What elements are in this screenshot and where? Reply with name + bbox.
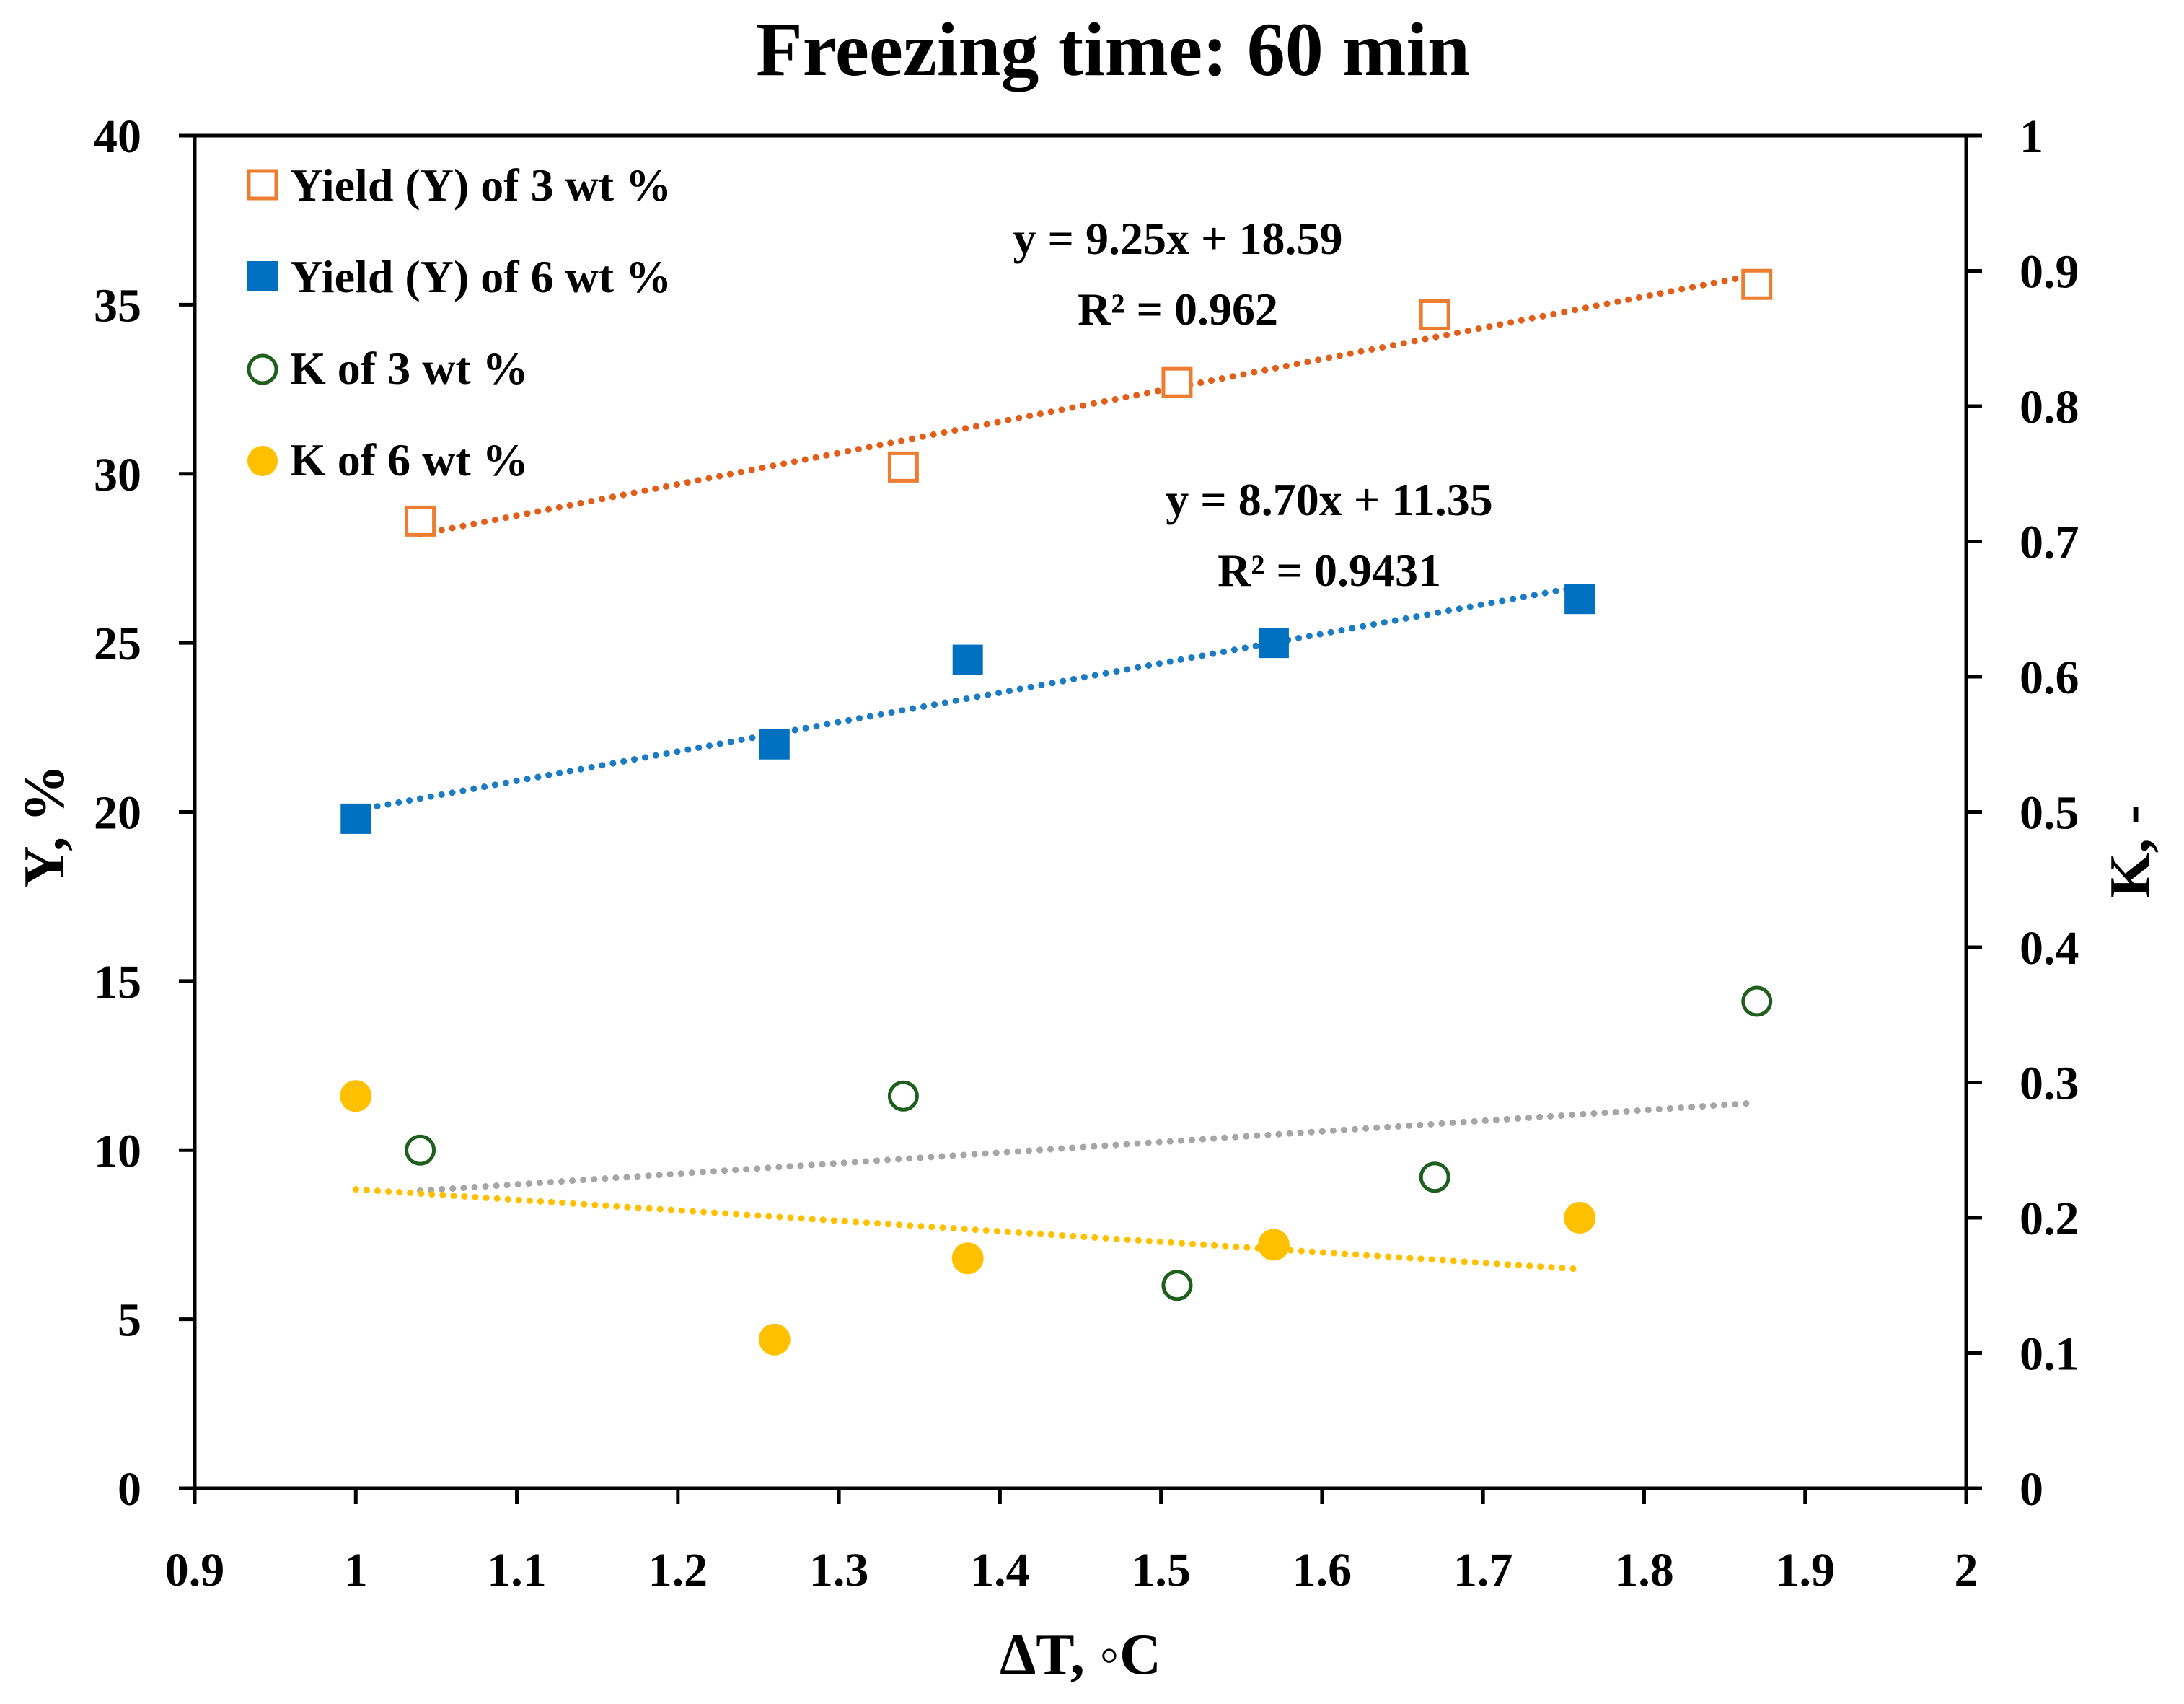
legend-marker-square-filled bbox=[247, 261, 278, 291]
x-tick-label: 1.1 bbox=[487, 1544, 547, 1597]
y-left-tick-label: 20 bbox=[94, 787, 141, 840]
y-left-tick-label: 15 bbox=[94, 956, 141, 1009]
x-tick-label: 2 bbox=[1955, 1544, 1978, 1597]
data-point-k-3wt bbox=[1161, 1270, 1193, 1301]
data-point-k-6wt bbox=[758, 1323, 791, 1356]
equation-3wt: y = 9.25x + 18.59 R² = 0.962 bbox=[1013, 213, 1343, 335]
y-right-tick-label: 0.6 bbox=[2020, 651, 2079, 704]
equation-3wt-r2: R² = 0.962 bbox=[1078, 284, 1278, 335]
legend-label: K of 3 wt % bbox=[290, 343, 529, 394]
legend-label: Yield (Y) of 3 wt % bbox=[290, 159, 672, 211]
x-tick-label: 1.4 bbox=[970, 1544, 1030, 1597]
legend-item: Yield (Y) of 3 wt % bbox=[247, 159, 672, 211]
data-point-k-3wt bbox=[887, 1080, 919, 1112]
x-tick-label: 1 bbox=[344, 1544, 368, 1597]
y-left-tick-label: 0 bbox=[118, 1463, 141, 1516]
y-right-tick-label: 0 bbox=[2020, 1463, 2043, 1516]
y-right-tick-label: 0.1 bbox=[2020, 1328, 2079, 1381]
trend-6wt-yield-line bbox=[352, 583, 1583, 814]
y-axis-left: 0 5 10 15 20 25 30 35 40 bbox=[94, 110, 195, 1516]
y-right-tick-label: 1 bbox=[2020, 110, 2043, 163]
data-point-yield-3wt bbox=[405, 505, 436, 537]
y-axis-left-label: Y, % bbox=[13, 765, 76, 887]
data-point-yield-3wt bbox=[1419, 299, 1450, 330]
data-point-yield-6wt bbox=[759, 729, 790, 760]
x-tick-label: 1.7 bbox=[1453, 1544, 1513, 1597]
data-point-yield-6wt bbox=[340, 803, 371, 834]
equation-6wt-line: y = 8.70x + 11.35 bbox=[1166, 474, 1492, 525]
data-point-yield-6wt bbox=[1564, 584, 1595, 615]
x-axis: 0.9 1 1.1 1.2 1.3 1.4 1.5 1.6 1.7 1.8 1.9 2 bbox=[165, 1488, 1978, 1597]
equation-3wt-line: y = 9.25x + 18.59 bbox=[1013, 213, 1343, 264]
y-left-tick-label: 25 bbox=[94, 618, 141, 670]
x-tick-label: 1.8 bbox=[1614, 1544, 1674, 1597]
y-axis-right: 0 0.1 0.2 0.3 0.4 0.5 0.6 0.7 0.8 0.9 1 bbox=[1966, 110, 2079, 1516]
equation-6wt-r2: R² = 0.9431 bbox=[1218, 545, 1441, 596]
x-tick-label: 1.3 bbox=[809, 1544, 869, 1597]
data-point-yield-3wt bbox=[1741, 268, 1773, 300]
data-point-k-3wt bbox=[405, 1134, 436, 1166]
data-point-k-3wt bbox=[1419, 1161, 1450, 1193]
x-axis-label: ΔT, ◦C bbox=[1000, 1623, 1161, 1687]
data-point-k-3wt bbox=[1741, 985, 1773, 1017]
x-tick-label: 1.9 bbox=[1775, 1544, 1835, 1597]
y-right-tick-label: 0.5 bbox=[2020, 787, 2079, 840]
y-left-tick-label: 40 bbox=[94, 110, 141, 163]
plot-area-frame bbox=[193, 133, 1968, 1490]
legend-label: K of 6 wt % bbox=[290, 434, 529, 486]
legend-marker-square-open bbox=[247, 169, 278, 201]
y-right-tick-label: 0.7 bbox=[2020, 517, 2079, 569]
data-point-yield-3wt bbox=[887, 451, 919, 483]
trendlines bbox=[352, 271, 1761, 1273]
legend-item: Yield (Y) of 6 wt % bbox=[247, 251, 672, 302]
data-point-k-6wt bbox=[1564, 1202, 1596, 1234]
legend-label: Yield (Y) of 6 wt % bbox=[290, 251, 672, 302]
legend-marker-circle-filled bbox=[247, 446, 278, 476]
data-point-k-6wt bbox=[1257, 1229, 1290, 1261]
y-right-tick-label: 0.8 bbox=[2020, 381, 2079, 434]
x-tick-label: 1.6 bbox=[1293, 1544, 1352, 1597]
equation-6wt: y = 8.70x + 11.35 R² = 0.9431 bbox=[1166, 474, 1492, 596]
legend: Yield (Y) of 3 wt % Yield (Y) of 6 wt % … bbox=[247, 159, 672, 486]
x-tick-label: 1.5 bbox=[1131, 1544, 1191, 1597]
y-left-tick-label: 5 bbox=[118, 1294, 141, 1347]
x-tick-label: 1.2 bbox=[648, 1544, 708, 1597]
y-left-tick-label: 10 bbox=[94, 1125, 141, 1177]
trend-6wt-k-line bbox=[352, 1186, 1583, 1273]
y-right-tick-label: 0.2 bbox=[2020, 1193, 2079, 1245]
y-left-tick-label: 30 bbox=[94, 449, 141, 501]
y-right-tick-label: 0.9 bbox=[2020, 246, 2079, 299]
legend-item: K of 6 wt % bbox=[247, 434, 529, 486]
legend-marker-circle-open bbox=[247, 353, 278, 385]
trend-3wt-k-line bbox=[417, 1099, 1761, 1194]
data-points bbox=[340, 268, 1773, 1356]
y-axis-right-label: K, - bbox=[2099, 805, 2162, 898]
data-point-k-6wt bbox=[951, 1242, 984, 1275]
data-point-yield-3wt bbox=[1161, 366, 1193, 398]
y-right-tick-label: 0.3 bbox=[2020, 1058, 2079, 1110]
y-left-tick-label: 35 bbox=[94, 279, 141, 332]
x-tick-label: 0.9 bbox=[165, 1544, 225, 1597]
legend-item: K of 3 wt % bbox=[247, 343, 529, 394]
data-point-yield-6wt bbox=[952, 644, 983, 675]
data-point-k-6wt bbox=[340, 1080, 372, 1112]
chart-title: Freezing time: 60 min bbox=[756, 7, 1470, 92]
trend-3wt-yield-line bbox=[417, 271, 1761, 538]
data-point-yield-6wt bbox=[1258, 628, 1289, 659]
y-right-tick-label: 0.4 bbox=[2020, 922, 2079, 975]
